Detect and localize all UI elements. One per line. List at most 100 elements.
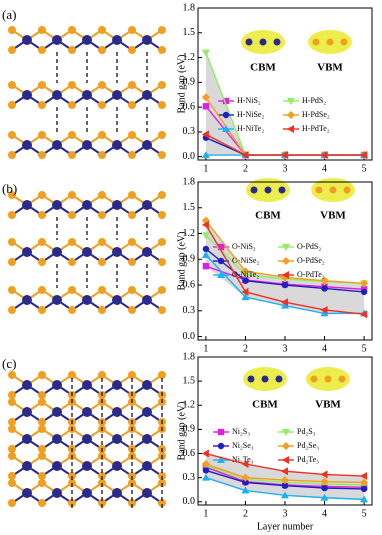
atom — [68, 258, 76, 266]
atom — [8, 46, 16, 54]
atom — [98, 131, 106, 139]
atom — [52, 434, 62, 444]
annotation: CBM — [255, 210, 281, 222]
marker — [201, 220, 209, 229]
inset-atom — [315, 186, 323, 194]
atom — [128, 101, 136, 109]
inset-atom — [343, 186, 351, 194]
marker — [360, 472, 368, 481]
atom — [8, 151, 16, 159]
marker — [242, 277, 249, 284]
marker — [281, 467, 288, 476]
marker — [287, 125, 294, 133]
atom — [142, 35, 152, 45]
y-tick-label: 0.0 — [183, 151, 196, 162]
atom — [82, 461, 92, 471]
y-tick-label: 1.2 — [183, 52, 196, 63]
atom — [8, 286, 16, 294]
x-tick-label: 3 — [283, 163, 288, 174]
marker — [360, 478, 369, 487]
atom — [22, 247, 32, 257]
atom — [52, 200, 62, 210]
marker — [241, 287, 249, 296]
atom — [158, 371, 166, 379]
atom — [82, 90, 92, 100]
x-tick-label: 2 — [243, 343, 248, 354]
y-tick-label: 0.6 — [183, 101, 196, 112]
atom — [22, 200, 32, 210]
atom — [8, 418, 16, 426]
atom — [142, 295, 152, 305]
annotation: VBM — [317, 62, 343, 74]
atom — [22, 434, 32, 444]
atom — [142, 247, 152, 257]
atom — [22, 35, 32, 45]
atom — [128, 499, 136, 507]
plot-frame — [197, 7, 373, 161]
marker — [281, 151, 288, 160]
x-tick-label: 1 — [203, 343, 208, 354]
legend-label: Pd₂Se₃ — [297, 441, 319, 450]
atom — [52, 295, 62, 305]
legend-label: H-NiTe₂ — [237, 124, 264, 133]
marker — [217, 442, 225, 450]
atom — [52, 488, 62, 498]
legend-label: Ni₂Te₃ — [232, 455, 254, 464]
atom — [38, 46, 46, 54]
inset-atom — [329, 186, 337, 194]
marker — [360, 495, 369, 503]
marker — [217, 257, 225, 265]
atom — [52, 407, 62, 417]
atom — [158, 191, 166, 199]
atom — [158, 101, 166, 109]
annotation: VBM — [320, 210, 346, 222]
atom — [38, 131, 46, 139]
atom — [68, 81, 76, 89]
atom — [98, 151, 106, 159]
annotation: VBM — [315, 399, 341, 411]
marker — [241, 473, 250, 482]
atom — [128, 191, 136, 199]
atom — [112, 200, 122, 210]
y-axis-label: Band gap (eV) — [176, 402, 187, 461]
atom — [82, 295, 92, 305]
legend-label: H-PdSe₂ — [302, 110, 330, 119]
x-tick-label: 4 — [322, 343, 327, 354]
plot-frame — [197, 356, 373, 506]
marker — [320, 470, 328, 479]
marker — [282, 429, 290, 436]
y-tick-label: 0.3 — [183, 126, 196, 137]
atom — [8, 211, 16, 219]
inset-atom — [310, 375, 318, 383]
marker — [202, 103, 210, 110]
marker — [282, 257, 290, 265]
legend-label: O-NiSe₂ — [232, 256, 259, 265]
marker — [202, 467, 210, 474]
marker — [282, 244, 290, 251]
atom — [68, 151, 76, 159]
atom — [112, 295, 122, 305]
atom — [98, 26, 106, 34]
inset-atom — [247, 375, 255, 383]
atom — [8, 101, 16, 109]
marker — [360, 310, 368, 319]
marker — [201, 449, 209, 458]
y-axis-label: Band gap (eV) — [176, 232, 187, 291]
inset-atom — [264, 186, 272, 194]
marker — [282, 456, 289, 464]
legend-label: H-PdTe₂ — [302, 124, 330, 133]
atom — [142, 140, 152, 150]
y-tick-label: 1.2 — [183, 400, 196, 411]
marker — [281, 298, 288, 307]
atom — [128, 151, 136, 159]
atom — [112, 407, 122, 417]
x-tick-label: 4 — [322, 163, 327, 174]
atom — [38, 499, 46, 507]
atom — [82, 35, 92, 45]
marker — [281, 491, 289, 499]
atom — [22, 461, 32, 471]
marker — [222, 125, 230, 132]
atom — [158, 238, 166, 246]
marker — [282, 271, 289, 279]
